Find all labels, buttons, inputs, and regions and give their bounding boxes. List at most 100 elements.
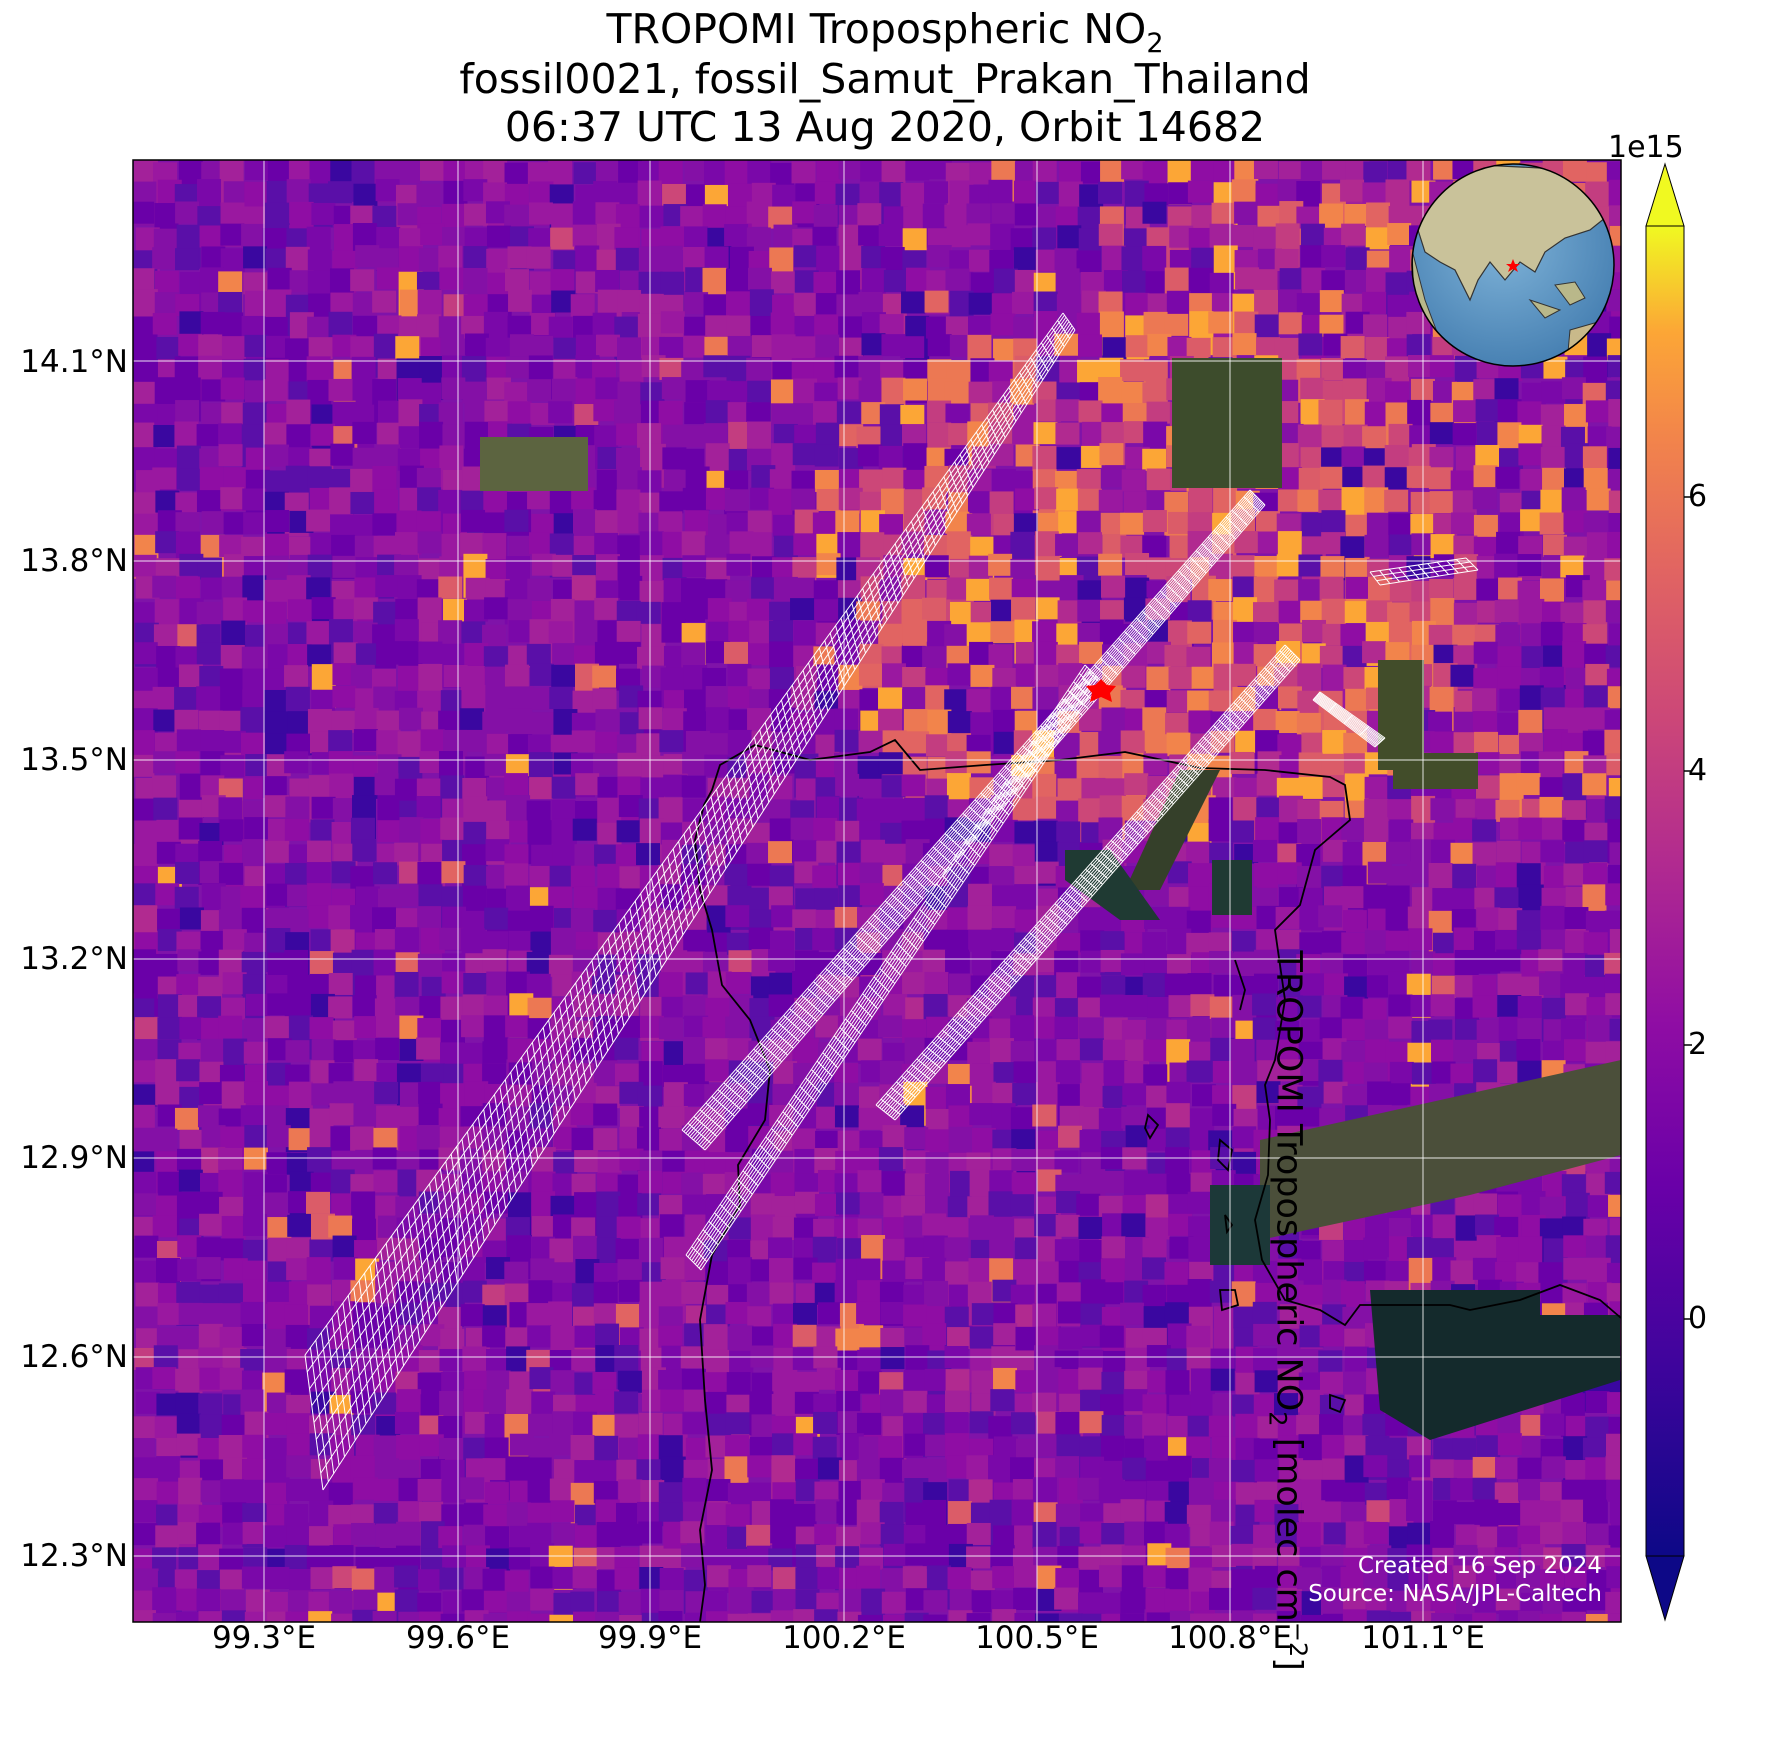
no2-pixel [1609, 225, 1621, 248]
no2-pixel [529, 865, 554, 888]
imagery-patch [1172, 358, 1282, 488]
no2-pixel [218, 1147, 243, 1170]
no2-pixel [199, 225, 224, 248]
no2-pixel [1605, 1591, 1621, 1614]
no2-pixel [176, 1433, 201, 1456]
no2-pixel [660, 1389, 685, 1412]
no2-pixel [904, 1173, 929, 1196]
no2-pixel [1034, 1261, 1059, 1284]
no2-pixel [1276, 641, 1301, 664]
no2-pixel [1343, 1482, 1368, 1505]
no2-pixel [178, 994, 203, 1017]
no2-pixel [663, 469, 688, 492]
no2-pixel [1208, 690, 1233, 713]
no2-pixel [1098, 181, 1123, 204]
no2-pixel [310, 1567, 335, 1590]
no2-pixel [728, 950, 753, 973]
no2-pixel [880, 1347, 905, 1370]
no2-pixel [684, 1015, 709, 1038]
no2-pixel [1100, 949, 1125, 972]
no2-pixel [1191, 1084, 1216, 1107]
no2-pixel [549, 687, 574, 710]
no2-pixel [902, 972, 927, 995]
no2-pixel [1586, 1173, 1611, 1196]
no2-pixel [925, 316, 950, 339]
no2-pixel [1122, 1083, 1147, 1106]
no2-pixel [350, 1174, 375, 1197]
no2-pixel [1385, 1261, 1410, 1284]
no2-pixel [1587, 1195, 1612, 1218]
no2-pixel [1035, 181, 1060, 204]
no2-pixel [944, 1390, 969, 1413]
no2-pixel [1606, 753, 1621, 776]
no2-pixel [971, 272, 996, 295]
no2-pixel [1208, 579, 1233, 602]
no2-pixel [1366, 1500, 1391, 1523]
no2-pixel [1498, 577, 1523, 600]
no2-pixel [1539, 796, 1564, 819]
no2-pixel [201, 379, 226, 402]
no2-pixel [265, 248, 290, 271]
no2-pixel [416, 796, 441, 819]
no2-pixel [504, 773, 529, 796]
no2-pixel [1497, 1433, 1522, 1456]
no2-pixel [418, 884, 443, 907]
no2-pixel [1429, 447, 1454, 470]
no2-pixel [1605, 883, 1621, 906]
no2-pixel [772, 557, 797, 580]
no2-pixel [372, 513, 397, 536]
no2-pixel [816, 488, 841, 511]
no2-pixel [1362, 182, 1387, 205]
no2-pixel [1077, 488, 1102, 511]
no2-pixel [505, 356, 530, 379]
no2-pixel [1211, 1017, 1236, 1040]
no2-pixel [1147, 333, 1172, 356]
no2-pixel [685, 972, 710, 995]
no2-pixel [1605, 380, 1621, 403]
no2-pixel [1389, 579, 1414, 602]
no2-pixel [329, 1103, 354, 1126]
no2-pixel [1056, 644, 1081, 667]
no2-pixel [352, 995, 377, 1018]
no2-pixel [485, 558, 510, 581]
no2-pixel [1234, 201, 1259, 224]
no2-pixel [527, 1457, 552, 1480]
no2-pixel [330, 160, 355, 182]
no2-pixel [1121, 381, 1146, 404]
no2-pixel [1186, 1060, 1211, 1083]
no2-pixel [1386, 1477, 1411, 1500]
no2-pixel [1497, 994, 1522, 1017]
no2-pixel [264, 1105, 289, 1128]
no2-pixel [1034, 664, 1059, 687]
no2-pixel [795, 1458, 820, 1481]
no2-pixel [438, 710, 463, 733]
no2-pixel [944, 1217, 969, 1240]
no2-pixel [375, 1015, 400, 1038]
no2-pixel [486, 356, 511, 379]
no2-pixel [1122, 403, 1147, 426]
no2-pixel [993, 1367, 1018, 1390]
no2-pixel [133, 554, 157, 577]
no2-pixel [1430, 534, 1455, 557]
no2-pixel [241, 1324, 266, 1347]
no2-pixel [550, 227, 575, 250]
no2-pixel [772, 1589, 797, 1612]
no2-pixel [398, 426, 423, 449]
no2-pixel [485, 337, 510, 360]
no2-pixel [747, 1565, 772, 1588]
no2-pixel [1407, 861, 1432, 884]
no2-pixel [1388, 994, 1413, 1017]
no2-pixel [881, 1568, 906, 1591]
no2-pixel [1099, 443, 1124, 466]
no2-pixel [1518, 1478, 1543, 1501]
no2-pixel [971, 1081, 996, 1104]
no2-pixel [858, 291, 883, 314]
no2-pixel [771, 1433, 796, 1456]
no2-pixel [814, 444, 839, 467]
no2-pixel [834, 906, 859, 929]
no2-pixel [177, 1235, 202, 1258]
no2-pixel [1077, 976, 1102, 999]
no2-pixel [1125, 292, 1150, 315]
no2-pixel [399, 884, 424, 907]
no2-pixel [265, 974, 290, 997]
